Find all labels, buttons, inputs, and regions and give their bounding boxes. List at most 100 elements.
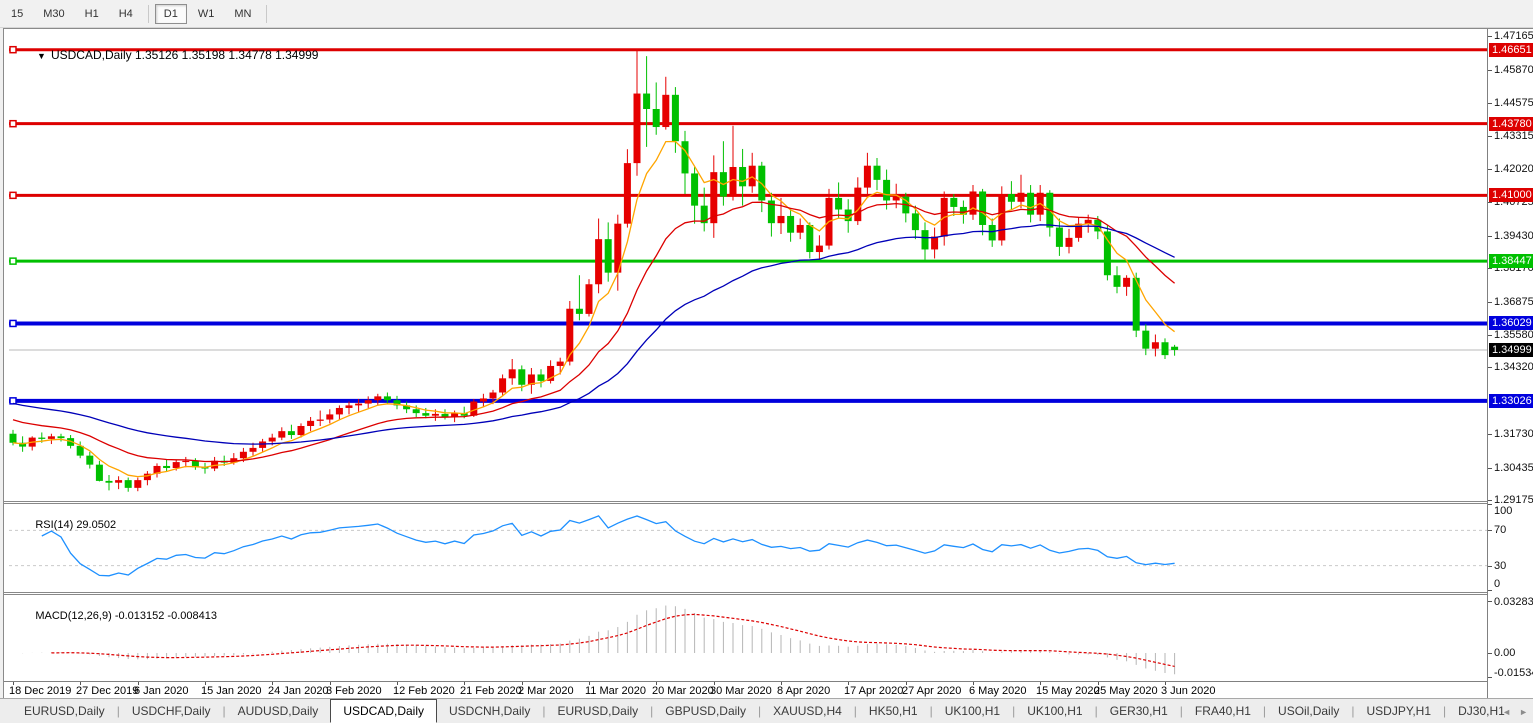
- date-label: 2 Mar 2020: [518, 685, 574, 697]
- date-label: 11 Mar 2020: [585, 685, 646, 697]
- tab-dj30-h1[interactable]: DJ30,H1: [1458, 704, 1505, 718]
- level-handle-icon[interactable]: [9, 319, 17, 328]
- date-tick-mark: [205, 682, 206, 685]
- tab-ger30-h1[interactable]: GER30,H1: [1109, 704, 1168, 718]
- tab-separator: |: [1262, 704, 1267, 718]
- level-handle-icon[interactable]: [9, 257, 17, 265]
- date-tick-mark: [1098, 682, 1099, 685]
- level-line-1.41[interactable]: [9, 191, 1487, 200]
- price-tick-mark: [1488, 500, 1492, 501]
- panel-separator-rsi[interactable]: [4, 501, 1487, 504]
- date-axis[interactable]: 18 Dec 2019 27 Dec 2019 6 Jan 2020 15 Jan 2…: [4, 681, 1487, 699]
- chart-dropdown-icon[interactable]: ▼: [37, 51, 46, 61]
- price-level-label-1.46651: 1.46651: [1489, 43, 1533, 57]
- date-label: 20 Mar 2020: [652, 685, 714, 697]
- tab-hk50-h1[interactable]: HK50,H1: [868, 704, 918, 718]
- level-line-1.38447[interactable]: [9, 257, 1487, 265]
- chart-area[interactable]: ▼ USDCAD,Daily 1.35126 1.35198 1.34778 1.…: [3, 28, 1533, 699]
- macd-tick-label: 0.032838: [1494, 596, 1533, 608]
- price-tick-mark: [1488, 136, 1492, 137]
- rsi-tick-mark: [1488, 590, 1492, 591]
- price-level-label-1.43780: 1.43780: [1489, 117, 1533, 131]
- tab-uk100-h1[interactable]: UK100,H1: [944, 704, 1001, 718]
- tab-separator: |: [929, 704, 933, 718]
- panel-separator-macd[interactable]: [4, 592, 1487, 595]
- rsi-tick-mark: [1488, 504, 1492, 505]
- tab-uk100-h1[interactable]: UK100,H1: [1027, 704, 1083, 718]
- rsi-line: [41, 515, 1175, 577]
- tab-usdchf-daily[interactable]: USDCHF,Daily: [131, 704, 211, 718]
- date-tick-mark: [973, 682, 974, 685]
- tab-separator: |: [222, 704, 226, 718]
- tab-gbpusd-daily[interactable]: GBPUSD,Daily: [665, 704, 746, 718]
- tab-separator: |: [1012, 704, 1016, 718]
- date-label: 6 Jan 2020: [134, 685, 189, 697]
- macd-tick-mark: [1488, 653, 1492, 654]
- rsi-panel-canvas[interactable]: [9, 504, 1487, 592]
- tab-fra40-h1[interactable]: FRA40,H1: [1194, 704, 1251, 718]
- rsi-tick-label: 30: [1494, 560, 1507, 572]
- tab-xauusd-h4[interactable]: XAUUSD,H4: [773, 704, 842, 718]
- date-label: 15 May 2020: [1036, 685, 1100, 697]
- date-tick-mark: [589, 682, 590, 685]
- price-tick-mark: [1488, 335, 1492, 336]
- chart-title[interactable]: ▼ USDCAD,Daily 1.35126 1.35198 1.34778 1.…: [17, 34, 318, 76]
- price-tick-mark: [1488, 169, 1492, 170]
- price-tick-label: 1.47165: [1494, 30, 1533, 42]
- price-axis[interactable]: 1.47165 1.45870 1.44575 1.43315 1.42020 1.407…: [1487, 29, 1533, 699]
- chart-symbol-label: USDCAD,Daily: [50, 48, 132, 62]
- tab-usoil-daily[interactable]: USOil,Daily: [1278, 704, 1340, 718]
- level-handle-icon[interactable]: [9, 191, 17, 200]
- level-line-1.33026[interactable]: [9, 397, 1487, 405]
- timeframe-button-h1[interactable]: H1: [84, 7, 99, 20]
- date-tick-mark: [1040, 682, 1041, 685]
- tab-separator: |: [542, 704, 546, 718]
- level-line-1.4378[interactable]: [9, 119, 1487, 128]
- date-tick-mark: [848, 682, 849, 685]
- main-chart-canvas[interactable]: [9, 30, 1487, 501]
- level-line-1.36029[interactable]: [9, 319, 1487, 328]
- level-handle-icon[interactable]: [9, 397, 17, 405]
- date-tick-mark: [656, 682, 657, 685]
- timeframe-button-m30[interactable]: M30: [43, 7, 65, 20]
- rsi-value: 29.0502: [76, 519, 117, 531]
- level-line-1.46651[interactable]: [9, 45, 1487, 54]
- price-tick-label: 1.35580: [1494, 329, 1533, 341]
- tab-scroll-left-icon[interactable]: ◄: [1502, 706, 1512, 717]
- tab-usdcad-daily[interactable]: USDCAD,Daily: [330, 699, 437, 723]
- date-label: 3 Jun 2020: [1161, 685, 1216, 697]
- date-label: 12 Feb 2020: [393, 685, 455, 697]
- date-label: 3 Feb 2020: [326, 685, 382, 697]
- toolbar-divider: [147, 4, 149, 23]
- date-tick-mark: [781, 682, 782, 685]
- macd-panel-canvas[interactable]: [9, 595, 1487, 680]
- tab-scroll-right-icon[interactable]: ►: [1519, 706, 1528, 717]
- price-tick-mark: [1488, 302, 1492, 303]
- timeframe-button-15[interactable]: 15: [11, 7, 24, 20]
- tab-audusd-daily[interactable]: AUDUSD,Daily: [237, 704, 319, 718]
- tab-separator: |: [1094, 704, 1098, 718]
- price-tick-mark: [1488, 36, 1492, 37]
- price-tick-mark: [1488, 202, 1492, 203]
- tab-usdcnh-daily[interactable]: USDCNH,Daily: [449, 704, 531, 718]
- ma-line-ma_mid: [12, 201, 1176, 463]
- tab-eurusd-daily[interactable]: EURUSD,Daily: [557, 704, 639, 718]
- date-label: 6 May 2020: [969, 685, 1027, 697]
- price-tick-label: 1.44575: [1494, 97, 1533, 109]
- timeframe-button-d1[interactable]: D1: [154, 3, 187, 24]
- rsi-tick-label: 0: [1494, 578, 1501, 590]
- date-label: 30 Mar 2020: [710, 685, 772, 697]
- tab-eurusd-daily[interactable]: EURUSD,Daily: [24, 704, 105, 718]
- tab-separator: |: [757, 704, 762, 718]
- timeframe-toolbar: 15 M30 H1 H4 D1 W1 MN: [0, 0, 1533, 28]
- tab-usdjpy-h1[interactable]: USDJPY,H1: [1366, 704, 1431, 718]
- price-level-label-1.36029: 1.36029: [1489, 316, 1533, 330]
- price-tick-mark: [1488, 236, 1492, 237]
- timeframe-button-h4[interactable]: H4: [118, 7, 133, 20]
- level-handle-icon[interactable]: [9, 45, 17, 54]
- timeframe-button-mn[interactable]: MN: [234, 7, 252, 20]
- timeframe-button-w1[interactable]: W1: [197, 7, 215, 20]
- level-handle-icon[interactable]: [9, 119, 17, 128]
- date-label: 27 Dec 2019: [76, 685, 139, 697]
